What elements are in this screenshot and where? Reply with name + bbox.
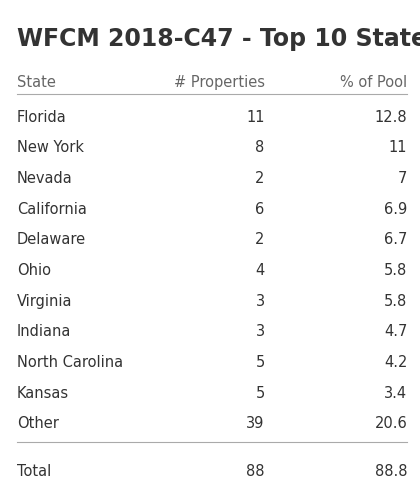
- Text: 2: 2: [255, 171, 265, 186]
- Text: 6.7: 6.7: [384, 232, 407, 247]
- Text: 7: 7: [398, 171, 407, 186]
- Text: 8: 8: [255, 140, 265, 155]
- Text: % of Pool: % of Pool: [340, 75, 407, 91]
- Text: State: State: [17, 75, 56, 91]
- Text: Indiana: Indiana: [17, 324, 71, 339]
- Text: Other: Other: [17, 416, 59, 431]
- Text: California: California: [17, 202, 87, 217]
- Text: 5.8: 5.8: [384, 263, 407, 278]
- Text: Florida: Florida: [17, 110, 66, 125]
- Text: Delaware: Delaware: [17, 232, 86, 247]
- Text: WFCM 2018-C47 - Top 10 States: WFCM 2018-C47 - Top 10 States: [17, 27, 420, 51]
- Text: 6: 6: [255, 202, 265, 217]
- Text: 12.8: 12.8: [375, 110, 407, 125]
- Text: 2: 2: [255, 232, 265, 247]
- Text: 6.9: 6.9: [384, 202, 407, 217]
- Text: Total: Total: [17, 465, 51, 479]
- Text: 4.7: 4.7: [384, 324, 407, 339]
- Text: Nevada: Nevada: [17, 171, 73, 186]
- Text: 5: 5: [255, 355, 265, 370]
- Text: 88: 88: [246, 465, 265, 479]
- Text: 5: 5: [255, 386, 265, 401]
- Text: 88.8: 88.8: [375, 465, 407, 479]
- Text: # Properties: # Properties: [173, 75, 265, 91]
- Text: Virginia: Virginia: [17, 294, 72, 309]
- Text: 3: 3: [255, 294, 265, 309]
- Text: 4: 4: [255, 263, 265, 278]
- Text: 4.2: 4.2: [384, 355, 407, 370]
- Text: 11: 11: [246, 110, 265, 125]
- Text: Ohio: Ohio: [17, 263, 51, 278]
- Text: New York: New York: [17, 140, 84, 155]
- Text: 3: 3: [255, 324, 265, 339]
- Text: Kansas: Kansas: [17, 386, 69, 401]
- Text: 11: 11: [389, 140, 407, 155]
- Text: 5.8: 5.8: [384, 294, 407, 309]
- Text: 3.4: 3.4: [384, 386, 407, 401]
- Text: 20.6: 20.6: [375, 416, 407, 431]
- Text: 39: 39: [246, 416, 265, 431]
- Text: North Carolina: North Carolina: [17, 355, 123, 370]
